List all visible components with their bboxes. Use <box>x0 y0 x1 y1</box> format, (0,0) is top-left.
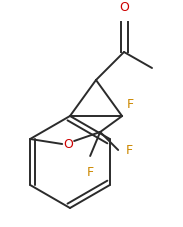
Text: F: F <box>127 98 134 111</box>
Text: O: O <box>119 1 129 14</box>
Text: F: F <box>126 143 133 156</box>
Text: F: F <box>87 166 94 179</box>
Text: O: O <box>63 138 73 151</box>
